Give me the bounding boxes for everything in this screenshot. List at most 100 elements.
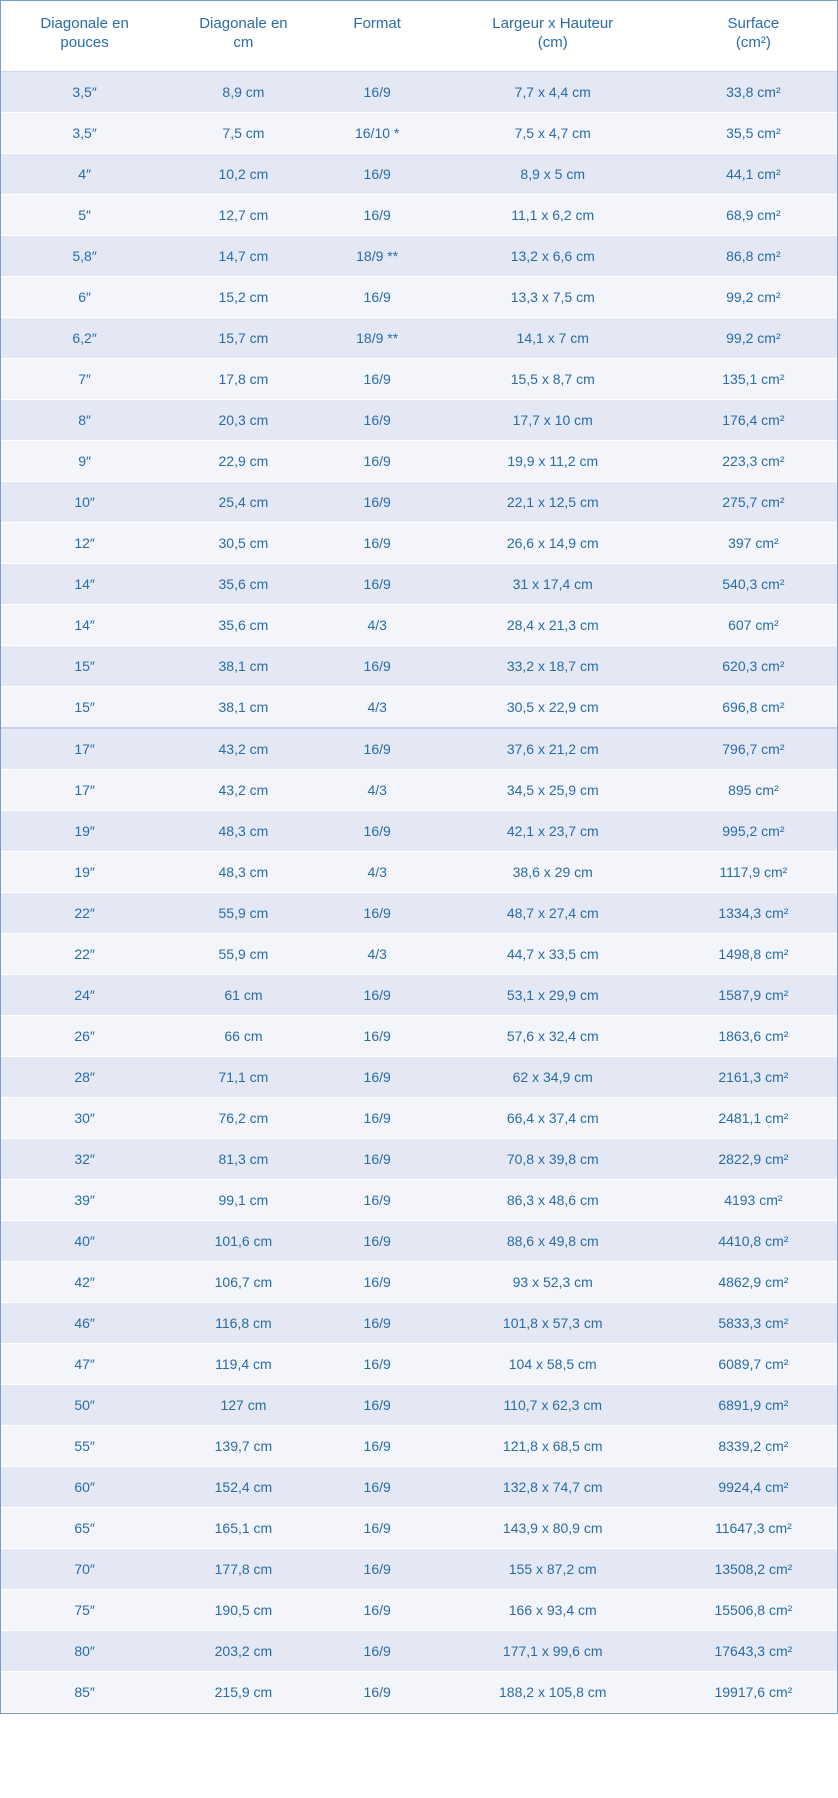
table-row: 14″35,6 cm16/931 x 17,4 cm540,3 cm² <box>1 563 837 604</box>
cell-dims: 110,7 x 62,3 cm <box>436 1384 670 1425</box>
cell-diag_in: 65″ <box>1 1507 168 1548</box>
cell-diag_in: 26″ <box>1 1015 168 1056</box>
table-row: 17″43,2 cm16/937,6 x 21,2 cm796,7 cm² <box>1 728 837 770</box>
cell-format: 16/9 <box>319 1384 436 1425</box>
cell-surface: 19917,6 cm² <box>670 1671 837 1712</box>
cell-diag_in: 6,2″ <box>1 317 168 358</box>
cell-surface: 86,8 cm² <box>670 235 837 276</box>
cell-diag_cm: 48,3 cm <box>168 851 318 892</box>
cell-diag_in: 42″ <box>1 1261 168 1302</box>
cell-format: 16/9 <box>319 645 436 686</box>
cell-diag_in: 15″ <box>1 645 168 686</box>
cell-diag_in: 10″ <box>1 481 168 522</box>
table-row: 19″48,3 cm16/942,1 x 23,7 cm995,2 cm² <box>1 810 837 851</box>
col-header-diag-cm: Diagonale encm <box>168 1 318 71</box>
cell-dims: 121,8 x 68,5 cm <box>436 1425 670 1466</box>
cell-dims: 8,9 x 5 cm <box>436 153 670 194</box>
cell-dims: 13,3 x 7,5 cm <box>436 276 670 317</box>
cell-surface: 11647,3 cm² <box>670 1507 837 1548</box>
cell-dims: 93 x 52,3 cm <box>436 1261 670 1302</box>
cell-format: 16/9 <box>319 1179 436 1220</box>
cell-dims: 57,6 x 32,4 cm <box>436 1015 670 1056</box>
cell-diag_in: 17″ <box>1 769 168 810</box>
cell-diag_in: 28″ <box>1 1056 168 1097</box>
cell-surface: 135,1 cm² <box>670 358 837 399</box>
cell-diag_in: 19″ <box>1 851 168 892</box>
cell-format: 18/9 ** <box>319 317 436 358</box>
table-row: 5″12,7 cm16/911,1 x 6,2 cm68,9 cm² <box>1 194 837 235</box>
cell-format: 18/9 ** <box>319 235 436 276</box>
cell-surface: 895 cm² <box>670 769 837 810</box>
cell-dims: 19,9 x 11,2 cm <box>436 440 670 481</box>
cell-diag_cm: 15,2 cm <box>168 276 318 317</box>
cell-diag_in: 3,5″ <box>1 112 168 153</box>
table-body: 3,5″8,9 cm16/97,7 x 4,4 cm33,8 cm²3,5″7,… <box>1 71 837 1712</box>
cell-format: 16/9 <box>319 1056 436 1097</box>
cell-diag_cm: 177,8 cm <box>168 1548 318 1589</box>
cell-surface: 5833,3 cm² <box>670 1302 837 1343</box>
cell-dims: 14,1 x 7 cm <box>436 317 670 358</box>
col-header-diag-in: Diagonale enpouces <box>1 1 168 71</box>
cell-surface: 13508,2 cm² <box>670 1548 837 1589</box>
cell-diag_cm: 14,7 cm <box>168 235 318 276</box>
cell-dims: 177,1 x 99,6 cm <box>436 1630 670 1671</box>
cell-format: 16/9 <box>319 892 436 933</box>
cell-diag_cm: 127 cm <box>168 1384 318 1425</box>
table-header: Diagonale enpouces Diagonale encm Format… <box>1 1 837 71</box>
cell-format: 16/9 <box>319 399 436 440</box>
cell-diag_cm: 165,1 cm <box>168 1507 318 1548</box>
cell-diag_in: 19″ <box>1 810 168 851</box>
cell-diag_in: 46″ <box>1 1302 168 1343</box>
table-row: 22″55,9 cm4/344,7 x 33,5 cm1498,8 cm² <box>1 933 837 974</box>
cell-surface: 540,3 cm² <box>670 563 837 604</box>
table-row: 26″66 cm16/957,6 x 32,4 cm1863,6 cm² <box>1 1015 837 1056</box>
cell-dims: 17,7 x 10 cm <box>436 399 670 440</box>
cell-format: 16/9 <box>319 1507 436 1548</box>
cell-diag_cm: 55,9 cm <box>168 933 318 974</box>
cell-format: 16/9 <box>319 276 436 317</box>
cell-dims: 62 x 34,9 cm <box>436 1056 670 1097</box>
table-row: 42″106,7 cm16/993 x 52,3 cm4862,9 cm² <box>1 1261 837 1302</box>
table-row: 14″35,6 cm4/328,4 x 21,3 cm607 cm² <box>1 604 837 645</box>
cell-surface: 44,1 cm² <box>670 153 837 194</box>
cell-format: 16/9 <box>319 810 436 851</box>
cell-dims: 34,5 x 25,9 cm <box>436 769 670 810</box>
cell-diag_cm: 190,5 cm <box>168 1589 318 1630</box>
cell-format: 16/9 <box>319 71 436 112</box>
cell-dims: 66,4 x 37,4 cm <box>436 1097 670 1138</box>
cell-format: 16/9 <box>319 194 436 235</box>
cell-dims: 53,1 x 29,9 cm <box>436 974 670 1015</box>
cell-format: 16/9 <box>319 1138 436 1179</box>
cell-diag_cm: 81,3 cm <box>168 1138 318 1179</box>
cell-diag_cm: 30,5 cm <box>168 522 318 563</box>
cell-diag_in: 39″ <box>1 1179 168 1220</box>
cell-diag_in: 12″ <box>1 522 168 563</box>
cell-format: 16/9 <box>319 1630 436 1671</box>
cell-format: 4/3 <box>319 851 436 892</box>
cell-diag_in: 60″ <box>1 1466 168 1507</box>
cell-dims: 37,6 x 21,2 cm <box>436 728 670 770</box>
cell-dims: 166 x 93,4 cm <box>436 1589 670 1630</box>
cell-dims: 22,1 x 12,5 cm <box>436 481 670 522</box>
cell-diag_in: 3,5″ <box>1 71 168 112</box>
cell-format: 16/9 <box>319 153 436 194</box>
cell-surface: 995,2 cm² <box>670 810 837 851</box>
cell-dims: 31 x 17,4 cm <box>436 563 670 604</box>
cell-dims: 132,8 x 74,7 cm <box>436 1466 670 1507</box>
table-row: 22″55,9 cm16/948,7 x 27,4 cm1334,3 cm² <box>1 892 837 933</box>
cell-dims: 48,7 x 27,4 cm <box>436 892 670 933</box>
table-row: 75″190,5 cm16/9166 x 93,4 cm15506,8 cm² <box>1 1589 837 1630</box>
cell-format: 4/3 <box>319 769 436 810</box>
cell-diag_in: 50″ <box>1 1384 168 1425</box>
cell-diag_cm: 35,6 cm <box>168 563 318 604</box>
cell-surface: 796,7 cm² <box>670 728 837 770</box>
cell-diag_cm: 43,2 cm <box>168 728 318 770</box>
cell-surface: 33,8 cm² <box>670 71 837 112</box>
cell-diag_in: 9″ <box>1 440 168 481</box>
cell-surface: 275,7 cm² <box>670 481 837 522</box>
cell-dims: 44,7 x 33,5 cm <box>436 933 670 974</box>
cell-format: 16/9 <box>319 1671 436 1712</box>
cell-dims: 88,6 x 49,8 cm <box>436 1220 670 1261</box>
cell-diag_cm: 20,3 cm <box>168 399 318 440</box>
table-row: 85″215,9 cm16/9188,2 x 105,8 cm19917,6 c… <box>1 1671 837 1712</box>
